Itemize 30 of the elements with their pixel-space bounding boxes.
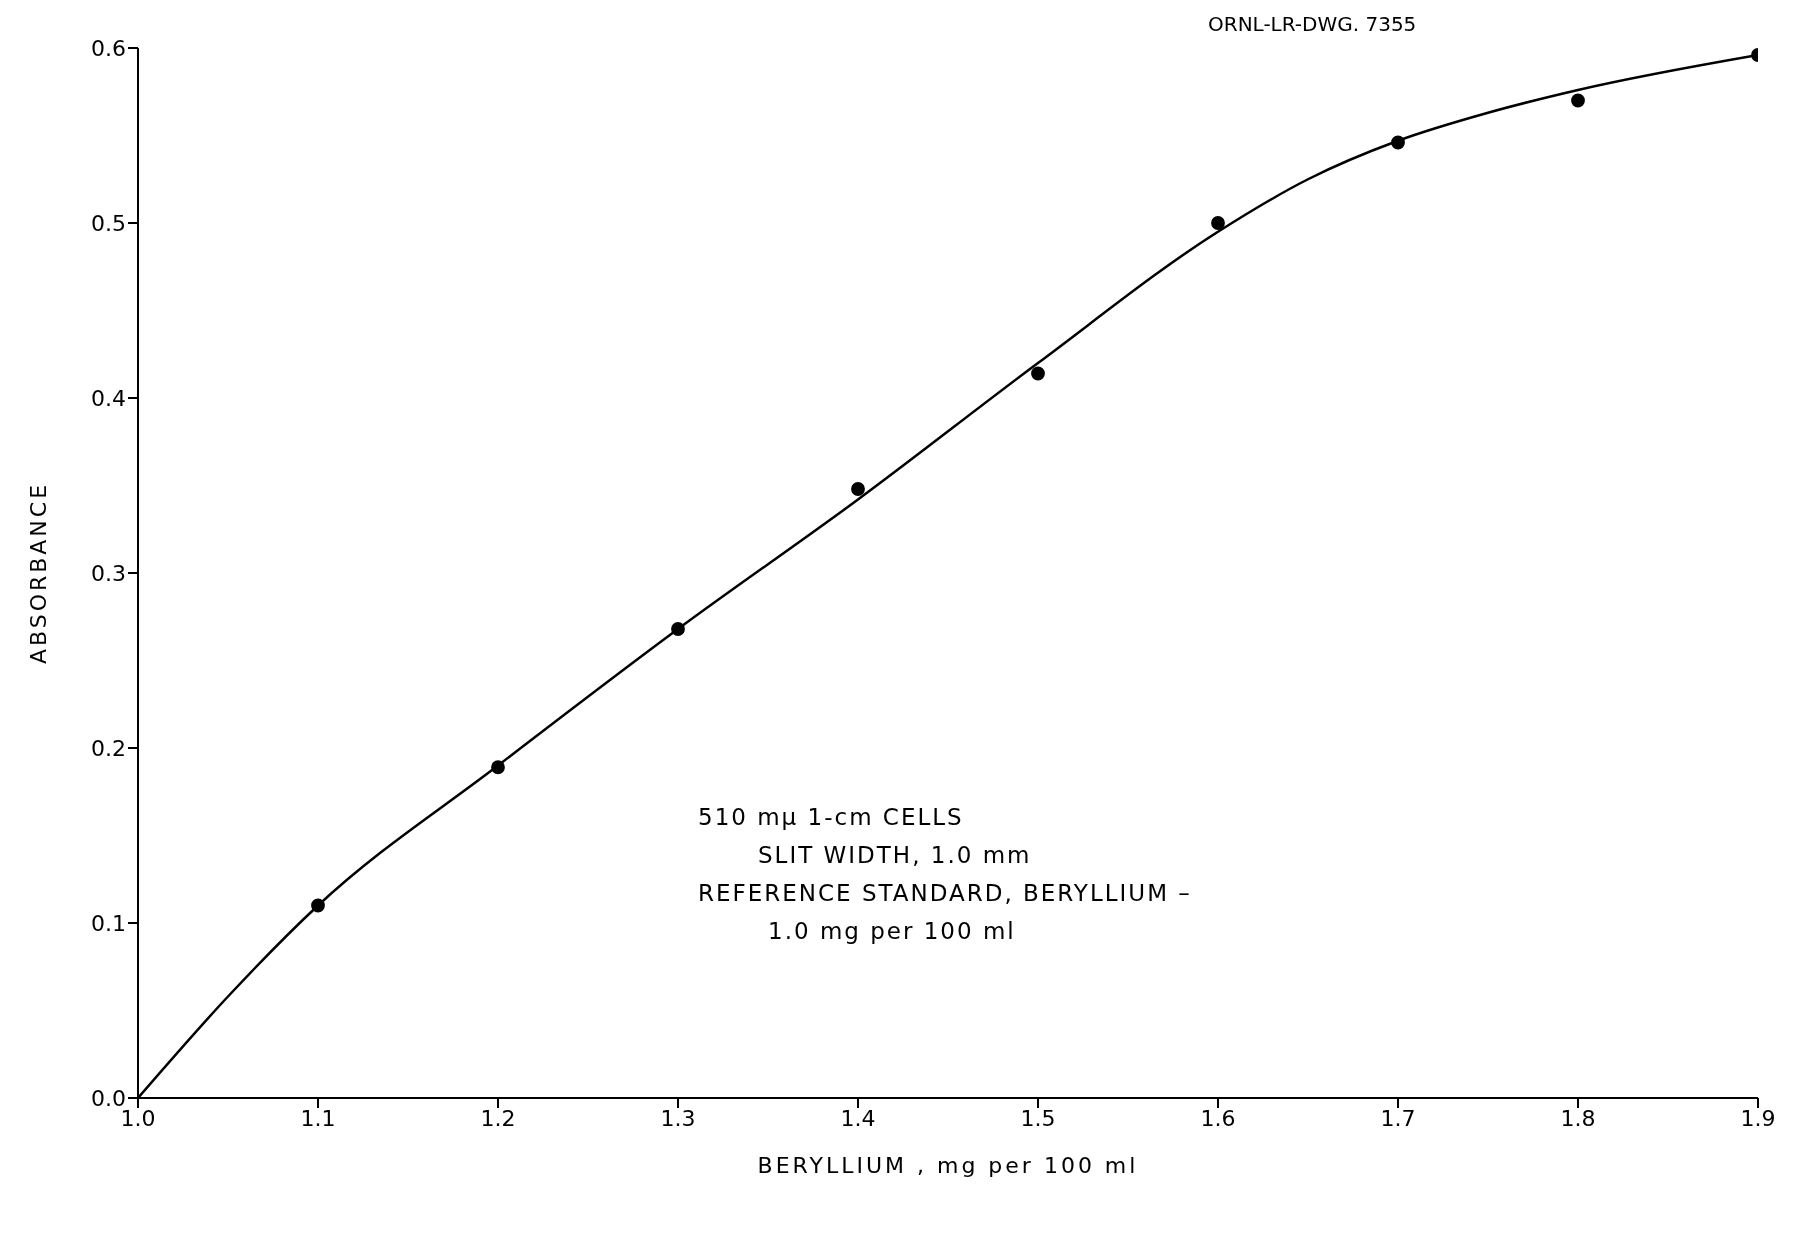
y-tick-label: 0.5 [91,210,126,236]
y-tick-label: 0.1 [91,910,126,936]
y-tick-label: 0.2 [91,735,126,761]
x-tick-label: 1.5 [1020,1105,1056,1131]
x-tick-label: 1.4 [840,1105,876,1131]
text: ORNL-LR-DWG. 7355 [1208,12,1417,36]
y-axis-title: ABSORBANCE [25,481,51,665]
point [311,898,325,913]
x-tick-label: 1.8 [1560,1105,1596,1131]
x-tick-label: 1.3 [660,1105,696,1131]
annotation: REFERENCE STANDARD, BERYLLIUM – [698,879,1192,908]
point [1571,93,1585,108]
annotation: 510 mμ 1-cm CELLS [698,803,965,832]
point [491,760,505,775]
point [851,482,865,496]
annotation: SLIT WIDTH, 1.0 mm [757,841,1033,870]
annotation: 1.0 mg per 100 ml [767,917,1017,946]
point [1031,366,1045,381]
point [1391,135,1405,150]
point [671,622,685,636]
y-tick-label: 0.6 [91,35,126,61]
point [1211,216,1225,230]
x-tick-label: 1.2 [480,1105,516,1131]
x-tick-label: 1.1 [300,1105,336,1131]
x-tick-label: 1.9 [1740,1105,1776,1131]
y-tick-label: 0.4 [91,385,126,411]
x-tick-label: 1.7 [1380,1105,1416,1131]
y-tick-label: 0.3 [91,560,126,586]
x-tick-label: 1.6 [1200,1105,1236,1131]
x-axis-title: BERYLLIUM , mg per 100 ml [757,1153,1139,1178]
